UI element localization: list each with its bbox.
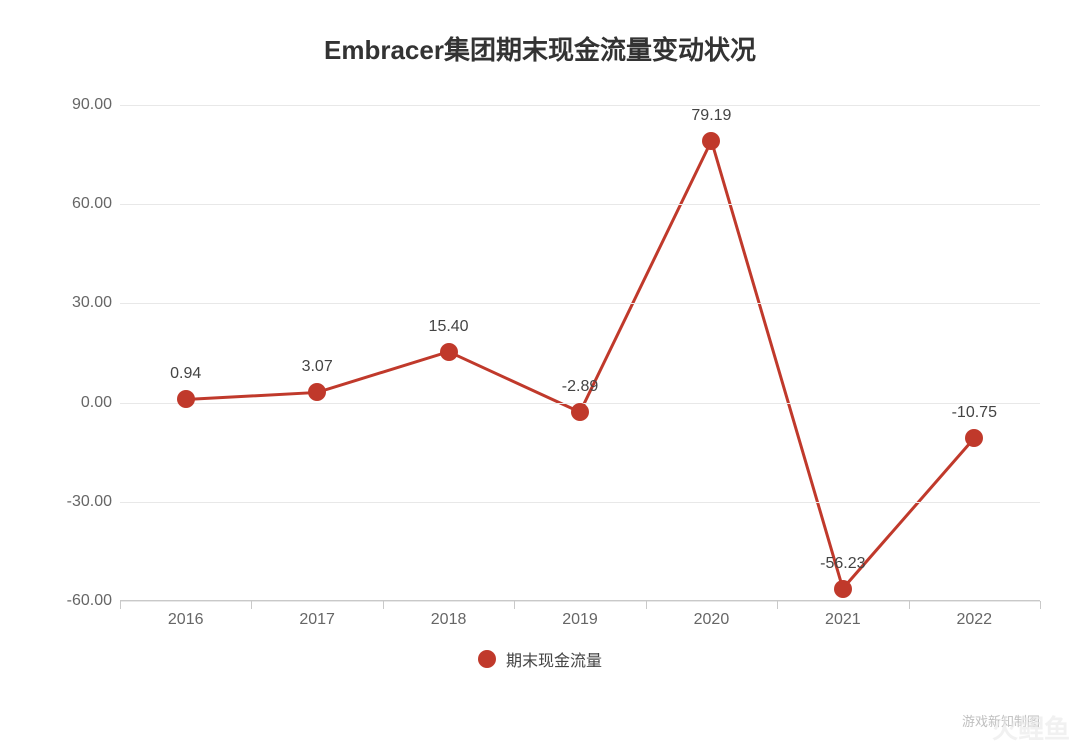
grid-line	[120, 502, 1040, 503]
data-label: -56.23	[820, 555, 865, 573]
x-tick	[514, 601, 515, 609]
data-marker	[702, 132, 720, 150]
x-axis-label: 2019	[562, 611, 598, 629]
data-marker	[440, 343, 458, 361]
y-axis-label: 0.00	[81, 394, 112, 412]
grid-line	[120, 303, 1040, 304]
data-label: 0.94	[170, 365, 201, 383]
plot-area: -60.00-30.000.0030.0060.0090.00201620172…	[60, 95, 1040, 625]
data-marker	[571, 403, 589, 421]
x-axis-label: 2022	[956, 611, 992, 629]
x-tick	[383, 601, 384, 609]
y-axis-label: 30.00	[72, 294, 112, 312]
data-marker	[308, 383, 326, 401]
y-axis-label: 60.00	[72, 195, 112, 213]
data-label: -2.89	[562, 378, 598, 396]
data-label: 15.40	[429, 318, 469, 336]
x-axis-label: 2021	[825, 611, 861, 629]
data-label: 3.07	[302, 358, 333, 376]
y-axis-label: 90.00	[72, 96, 112, 114]
legend: 期末现金流量	[40, 647, 1040, 671]
x-tick	[251, 601, 252, 609]
y-axis-label: -30.00	[67, 493, 112, 511]
data-marker	[177, 390, 195, 408]
watermark-text: 游戏新知制图	[962, 711, 1040, 730]
chart-title: Embracer集团期末现金流量变动状况	[40, 30, 1040, 67]
x-tick	[120, 601, 121, 609]
x-axis-label: 2018	[431, 611, 467, 629]
y-axis-label: -60.00	[67, 592, 112, 610]
chart-container: Embracer集团期末现金流量变动状况 -60.00 -30.00 0.00 30.…	[0, 0, 1080, 756]
x-tick	[1040, 601, 1041, 609]
data-marker	[834, 580, 852, 598]
data-label: 79.19	[691, 107, 731, 125]
x-tick	[777, 601, 778, 609]
legend-label: 期末现金流量	[506, 647, 602, 671]
data-marker	[965, 429, 983, 447]
watermark-logo: 火鲤鱼	[992, 709, 1070, 746]
grid-line	[120, 105, 1040, 106]
x-tick	[909, 601, 910, 609]
x-axis-label: 2016	[168, 611, 204, 629]
x-tick	[646, 601, 647, 609]
x-axis-label: 2020	[694, 611, 730, 629]
line-path	[60, 95, 1040, 625]
legend-marker-icon	[478, 650, 496, 668]
data-label: -10.75	[952, 404, 997, 422]
x-axis-label: 2017	[299, 611, 335, 629]
grid-line	[120, 204, 1040, 205]
grid-line	[120, 601, 1040, 602]
